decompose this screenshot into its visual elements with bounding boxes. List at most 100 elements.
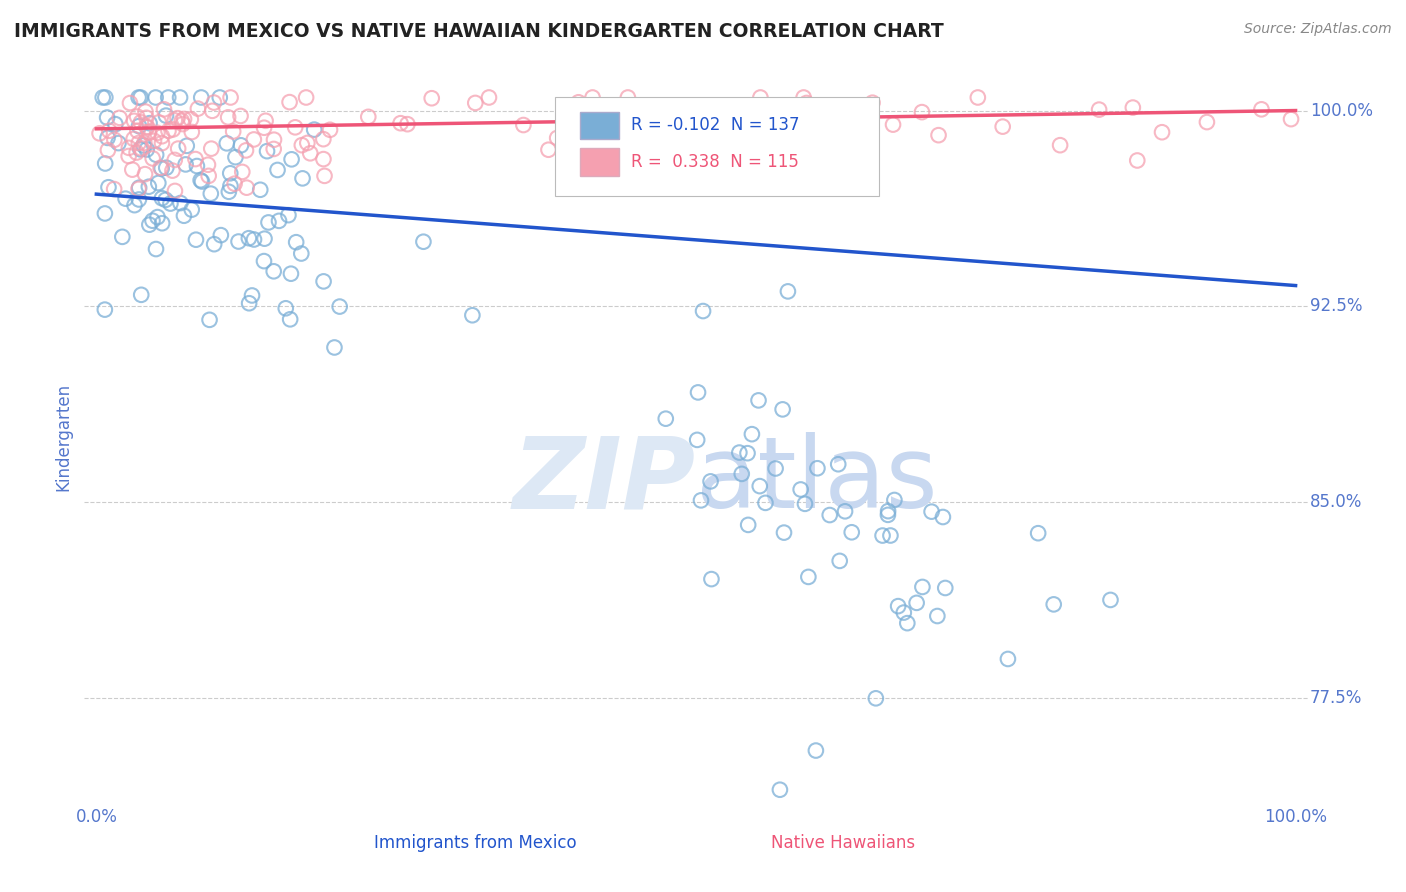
Point [150, 191, 173, 205]
Point [180, 125, 202, 139]
Point [145, 90, 167, 104]
Point [312, 132, 335, 146]
Point [911, 105, 934, 120]
Point [773, 525, 796, 540]
Point [686, 385, 709, 400]
Point [741, 427, 763, 442]
Point [141, 213, 163, 227]
Point [278, 312, 301, 326]
Text: 77.5%: 77.5% [1310, 690, 1362, 707]
Point [145, 242, 167, 256]
Point [240, 288, 263, 302]
Text: Source: ZipAtlas.com: Source: ZipAtlas.com [1244, 22, 1392, 37]
Point [94, 302, 117, 317]
Point [97, 180, 120, 194]
Point [1049, 138, 1071, 153]
Point [122, 113, 145, 128]
Point [297, 136, 319, 150]
Point [129, 288, 152, 302]
Point [243, 233, 266, 247]
Point [176, 138, 198, 153]
Point [794, 497, 817, 511]
Point [128, 182, 150, 196]
Point [599, 105, 621, 120]
Point [224, 177, 246, 191]
Point [134, 104, 156, 119]
Point [312, 274, 335, 288]
Point [180, 112, 202, 127]
Point [731, 467, 754, 481]
Point [253, 232, 276, 246]
Point [1279, 112, 1302, 127]
Point [209, 228, 232, 243]
Point [118, 141, 141, 155]
Point [150, 129, 173, 144]
Point [1250, 103, 1272, 117]
Point [91, 90, 114, 104]
Point [235, 180, 257, 194]
Point [238, 231, 260, 245]
Point [291, 171, 314, 186]
Point [862, 95, 884, 110]
Point [567, 95, 589, 110]
Point [285, 235, 308, 250]
Point [94, 90, 117, 104]
Point [169, 196, 191, 211]
Point [111, 230, 134, 244]
Point [186, 159, 208, 173]
Point [145, 147, 167, 161]
Point [464, 95, 486, 110]
Point [747, 393, 769, 408]
Point [274, 301, 297, 316]
Point [184, 233, 207, 247]
Point [280, 153, 302, 167]
Point [97, 131, 120, 145]
Text: 92.5%: 92.5% [1310, 297, 1362, 316]
Point [114, 192, 136, 206]
Point [128, 136, 150, 150]
Point [118, 96, 141, 111]
Point [173, 209, 195, 223]
Point [564, 105, 586, 120]
Point [200, 186, 222, 201]
Point [184, 152, 207, 166]
Point [749, 90, 772, 104]
Point [257, 215, 280, 229]
Point [253, 120, 276, 135]
Point [728, 445, 751, 459]
Point [299, 146, 322, 161]
Point [991, 120, 1014, 134]
Point [202, 237, 225, 252]
Point [793, 90, 815, 104]
Point [284, 120, 307, 135]
Text: R = -0.102  N = 137: R = -0.102 N = 137 [631, 117, 800, 135]
Point [128, 180, 150, 194]
Point [128, 193, 150, 207]
Point [769, 782, 792, 797]
Point [686, 433, 709, 447]
Point [932, 510, 955, 524]
Point [997, 652, 1019, 666]
Point [841, 525, 863, 540]
Point [129, 142, 152, 156]
Point [134, 167, 156, 181]
Text: 85.0%: 85.0% [1310, 493, 1362, 511]
Point [934, 581, 956, 595]
Point [1026, 526, 1049, 541]
Point [219, 166, 242, 180]
Point [117, 149, 139, 163]
Point [737, 517, 759, 532]
Point [461, 308, 484, 322]
Point [1195, 115, 1218, 129]
Point [700, 572, 723, 586]
Point [893, 606, 915, 620]
Point [754, 496, 776, 510]
Point [125, 145, 148, 160]
Point [1122, 101, 1144, 115]
Point [128, 90, 150, 104]
Point [329, 300, 352, 314]
Text: atlas: atlas [696, 433, 938, 530]
Point [200, 142, 222, 156]
Point [124, 198, 146, 212]
Point [136, 120, 159, 135]
